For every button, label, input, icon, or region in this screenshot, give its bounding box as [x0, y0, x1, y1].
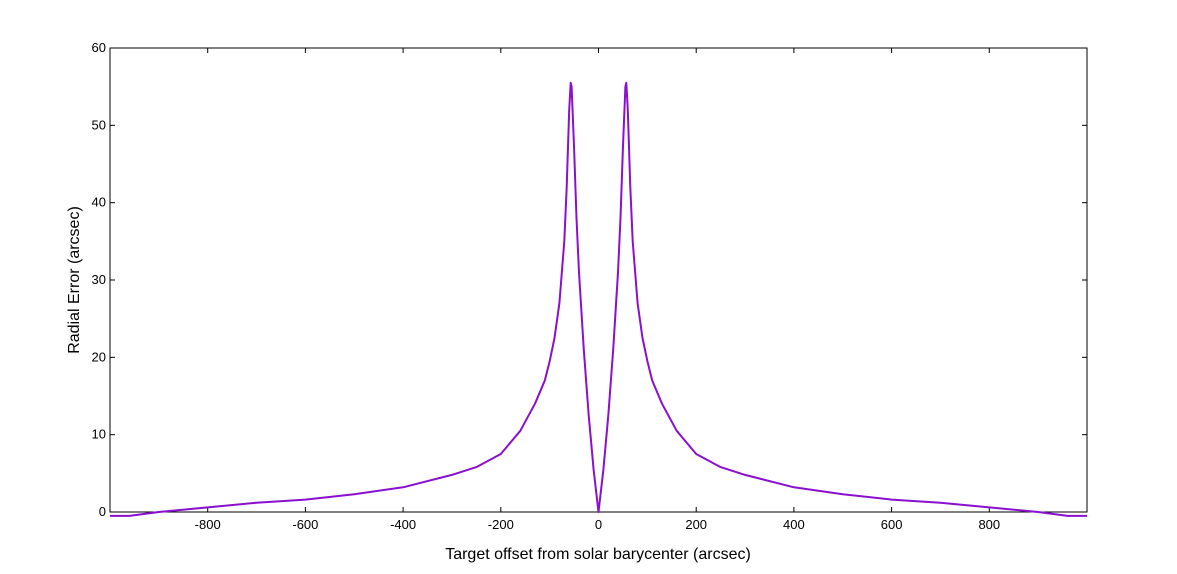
y-tick-label: 10 [92, 427, 106, 442]
x-tick-label: -200 [488, 517, 514, 532]
y-tick-label: 60 [92, 40, 106, 55]
y-tick-label: 20 [92, 349, 106, 364]
y-tick-label: 50 [92, 117, 106, 132]
series-line [110, 81, 1087, 517]
x-axis-title: Target offset from solar barycenter (arc… [445, 546, 751, 563]
x-tick-label: -800 [195, 517, 221, 532]
x-tick-label: -400 [390, 517, 416, 532]
axis-ticks: -800 -600 -400 -200 0 200 400 600 800 0 10 20 30 40 50… [92, 40, 1087, 532]
series-layer [110, 81, 1087, 517]
y-tick-label: 30 [92, 272, 106, 287]
x-tick-label: 0 [595, 517, 602, 532]
y-axis-title: Radial Error (arcsec) [66, 206, 83, 354]
x-tick-label: 600 [881, 517, 903, 532]
y-tick-label: 40 [92, 195, 106, 210]
x-tick-label: 400 [783, 517, 805, 532]
y-tick-label: 0 [99, 504, 106, 519]
x-tick-label: 800 [978, 517, 1000, 532]
x-tick-label: -600 [292, 517, 318, 532]
plot-area [109, 47, 1088, 513]
x-tick-label: 200 [685, 517, 707, 532]
